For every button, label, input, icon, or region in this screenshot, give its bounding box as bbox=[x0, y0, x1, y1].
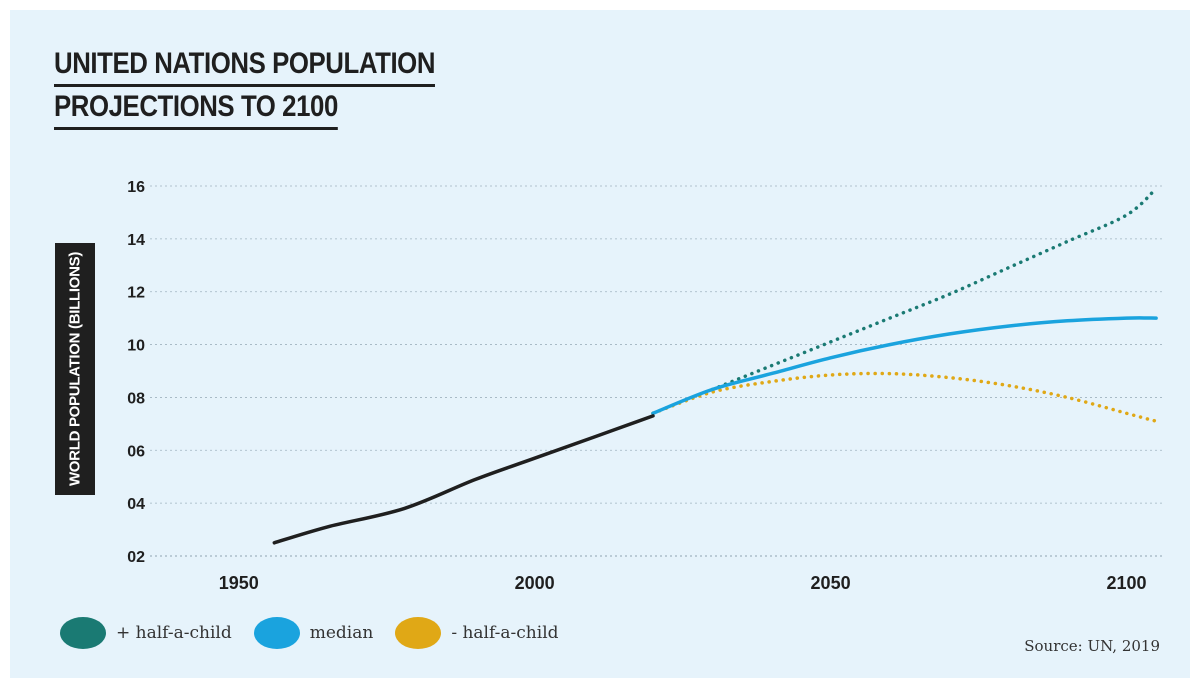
chart-panel bbox=[10, 10, 1190, 678]
legend-label-plus: + half-a-child bbox=[116, 623, 232, 643]
y-tick-label: 14 bbox=[127, 232, 145, 249]
x-tick-label: 2100 bbox=[1106, 573, 1146, 593]
y-axis-label-box bbox=[55, 243, 95, 495]
y-tick-labels: 02 04 06 08 10 12 14 16 bbox=[127, 179, 145, 566]
x-tick-label: 2000 bbox=[515, 573, 555, 593]
grid-lines bbox=[150, 185, 1162, 557]
series-lines bbox=[272, 186, 1158, 545]
y-tick-label: 02 bbox=[127, 549, 145, 566]
legend: + half-a-child median - half-a-child bbox=[60, 617, 581, 649]
x-tick-label: 2050 bbox=[811, 573, 851, 593]
x-tick-labels: 1950 2000 2050 2100 bbox=[219, 573, 1147, 593]
series-line-half-a-child bbox=[651, 371, 1158, 423]
legend-item-minus: - half-a-child bbox=[395, 617, 559, 649]
series-line-half-a-child bbox=[651, 186, 1158, 416]
source-note: Source: UN, 2019 bbox=[1024, 637, 1160, 655]
title-line-1: UNITED NATIONS POPULATION bbox=[54, 44, 435, 87]
y-tick-label: 06 bbox=[127, 443, 145, 460]
legend-label-median: median bbox=[309, 623, 374, 643]
legend-swatch-minus bbox=[395, 617, 442, 649]
y-tick-label: 16 bbox=[127, 179, 145, 196]
x-tick-label: 1950 bbox=[219, 573, 259, 593]
legend-swatch-plus bbox=[60, 617, 106, 649]
chart-title: UNITED NATIONS POPULATION PROJECTIONS TO… bbox=[54, 44, 497, 130]
title-line-2: PROJECTIONS TO 2100 bbox=[54, 87, 338, 130]
legend-label-minus: - half-a-child bbox=[451, 623, 559, 643]
legend-item-plus: + half-a-child bbox=[60, 617, 232, 649]
legend-swatch-median bbox=[253, 617, 300, 649]
legend-item-median: median bbox=[253, 617, 374, 649]
y-tick-label: 10 bbox=[127, 338, 145, 355]
y-tick-label: 04 bbox=[127, 496, 145, 513]
y-tick-label: 08 bbox=[127, 390, 145, 407]
series-line-median bbox=[651, 316, 1158, 416]
series-line-historical bbox=[272, 414, 655, 545]
y-tick-label: 12 bbox=[127, 285, 145, 302]
